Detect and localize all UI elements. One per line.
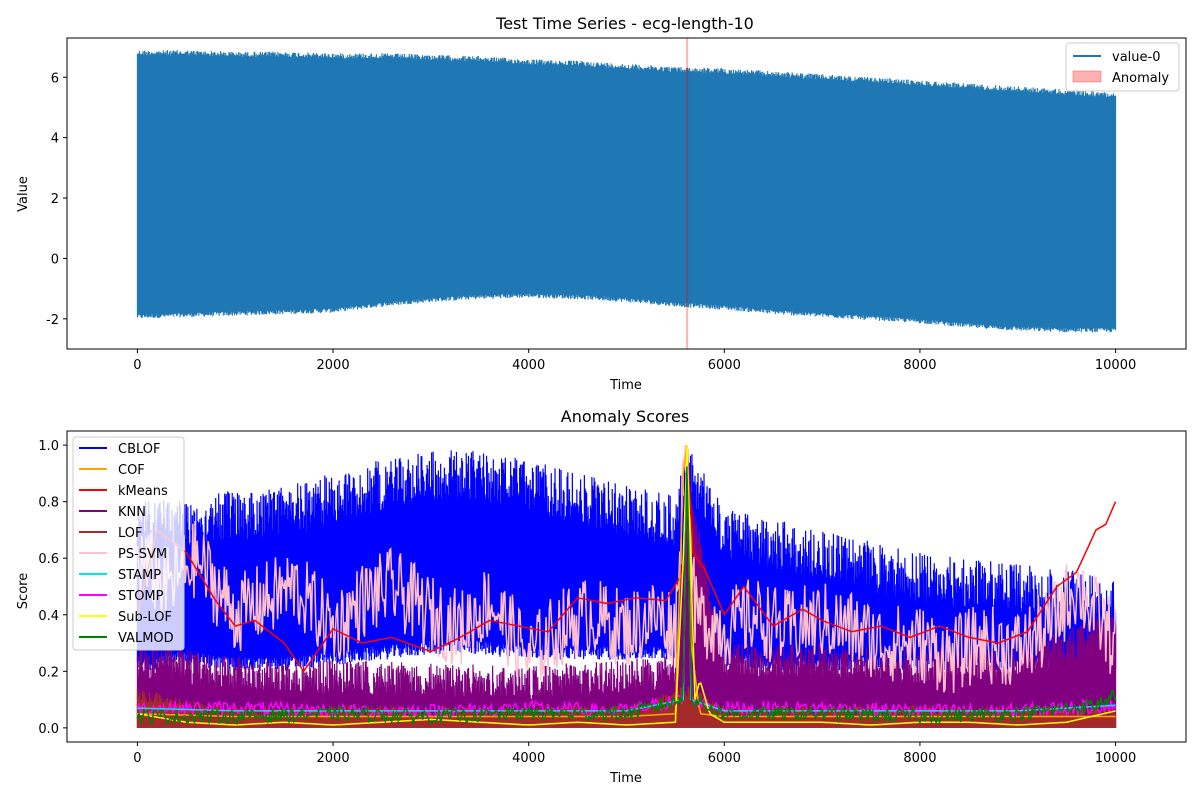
series-valmod <box>136 466 1117 726</box>
plot-frame <box>66 430 1187 743</box>
x-axis: 0 2000 4000 6000 8000 10000 <box>133 742 1136 766</box>
legend-swatch-anomaly <box>1072 70 1102 83</box>
plot-area <box>136 38 1117 349</box>
legend-label-stamp: STAMP <box>118 568 161 583</box>
legend-label-kmeans: kMeans <box>118 484 168 499</box>
x-tick-label: 10000 <box>1095 358 1136 373</box>
x-tick-label: 8000 <box>903 751 936 766</box>
legend-label-sub-lof: Sub-LOF <box>118 610 172 625</box>
y-tick-label: 1.0 <box>38 439 59 454</box>
series-stamp <box>137 445 1116 712</box>
series-lof <box>136 686 1117 728</box>
y-axis: 0.0 0.2 0.4 0.6 0.8 1.0 <box>38 439 67 737</box>
chart-title: Anomaly Scores <box>561 407 689 426</box>
y-tick-label: 6 <box>51 71 59 86</box>
y-tick-label: 0.8 <box>38 496 59 511</box>
x-tick-label: 2000 <box>317 751 350 766</box>
series-sub-lof <box>137 445 1116 726</box>
x-tick-label: 10000 <box>1095 751 1136 766</box>
legend: CBLOF COF kMeans KNN LOF PS-SVM STAMP STOMP Sub-… <box>72 436 185 651</box>
anomaly-span <box>686 38 689 349</box>
y-tick-label: 0 <box>51 252 59 267</box>
series-kmeans <box>136 445 1117 673</box>
legend: value-0 Anomaly <box>1065 42 1180 92</box>
y-tick-label: 2 <box>51 192 59 207</box>
legend-label-knn: KNN <box>118 505 146 520</box>
y-tick-label: 0.2 <box>38 665 59 680</box>
legend-label-valmod: VALMOD <box>118 631 174 646</box>
legend-label-value-0: value-0 <box>1112 50 1160 65</box>
x-tick-label: 6000 <box>708 751 741 766</box>
x-tick-label: 4000 <box>512 358 545 373</box>
y-axis-label: Score <box>16 573 31 609</box>
x-axis-label: Time <box>609 378 642 393</box>
x-tick-label: 4000 <box>512 751 545 766</box>
legend-label-ps-svm: PS-SVM <box>118 547 167 562</box>
anomaly-scores-chart: Anomaly Scores 0 2000 4000 6000 8000 10000 0.… <box>16 407 1187 786</box>
chart-title: Test Time Series - ecg-length-10 <box>495 14 754 33</box>
plot-frame <box>66 37 1187 350</box>
y-axis: -2 0 2 4 6 <box>46 71 67 328</box>
legend-label-cblof: CBLOF <box>118 442 161 457</box>
x-tick-label: 8000 <box>903 358 936 373</box>
y-axis-label: Value <box>16 176 31 212</box>
x-tick-label: 2000 <box>317 358 350 373</box>
x-tick-label: 0 <box>133 751 141 766</box>
y-tick-label: 0.4 <box>38 609 59 624</box>
plot-area <box>136 445 1117 728</box>
legend-label-anomaly: Anomaly <box>1112 71 1169 86</box>
time-series-chart: Test Time Series - ecg-length-10 0 2000 40… <box>16 14 1187 393</box>
series-knn <box>136 489 1117 728</box>
y-tick-label: 0.6 <box>38 552 59 567</box>
y-tick-label: 4 <box>51 132 59 147</box>
y-tick-label: 0.0 <box>38 722 59 737</box>
series-value-0 <box>136 50 1117 333</box>
legend-label-stomp: STOMP <box>118 589 164 604</box>
x-tick-label: 6000 <box>708 358 741 373</box>
x-tick-label: 0 <box>133 358 141 373</box>
x-axis-label: Time <box>609 771 642 786</box>
legend-label-lof: LOF <box>118 526 143 541</box>
x-axis: 0 2000 4000 6000 8000 10000 <box>133 349 1136 373</box>
series-stomp <box>136 466 1117 720</box>
legend-label-cof: COF <box>118 463 145 478</box>
y-tick-label: -2 <box>46 313 59 328</box>
series-ps-svm <box>136 445 1117 693</box>
